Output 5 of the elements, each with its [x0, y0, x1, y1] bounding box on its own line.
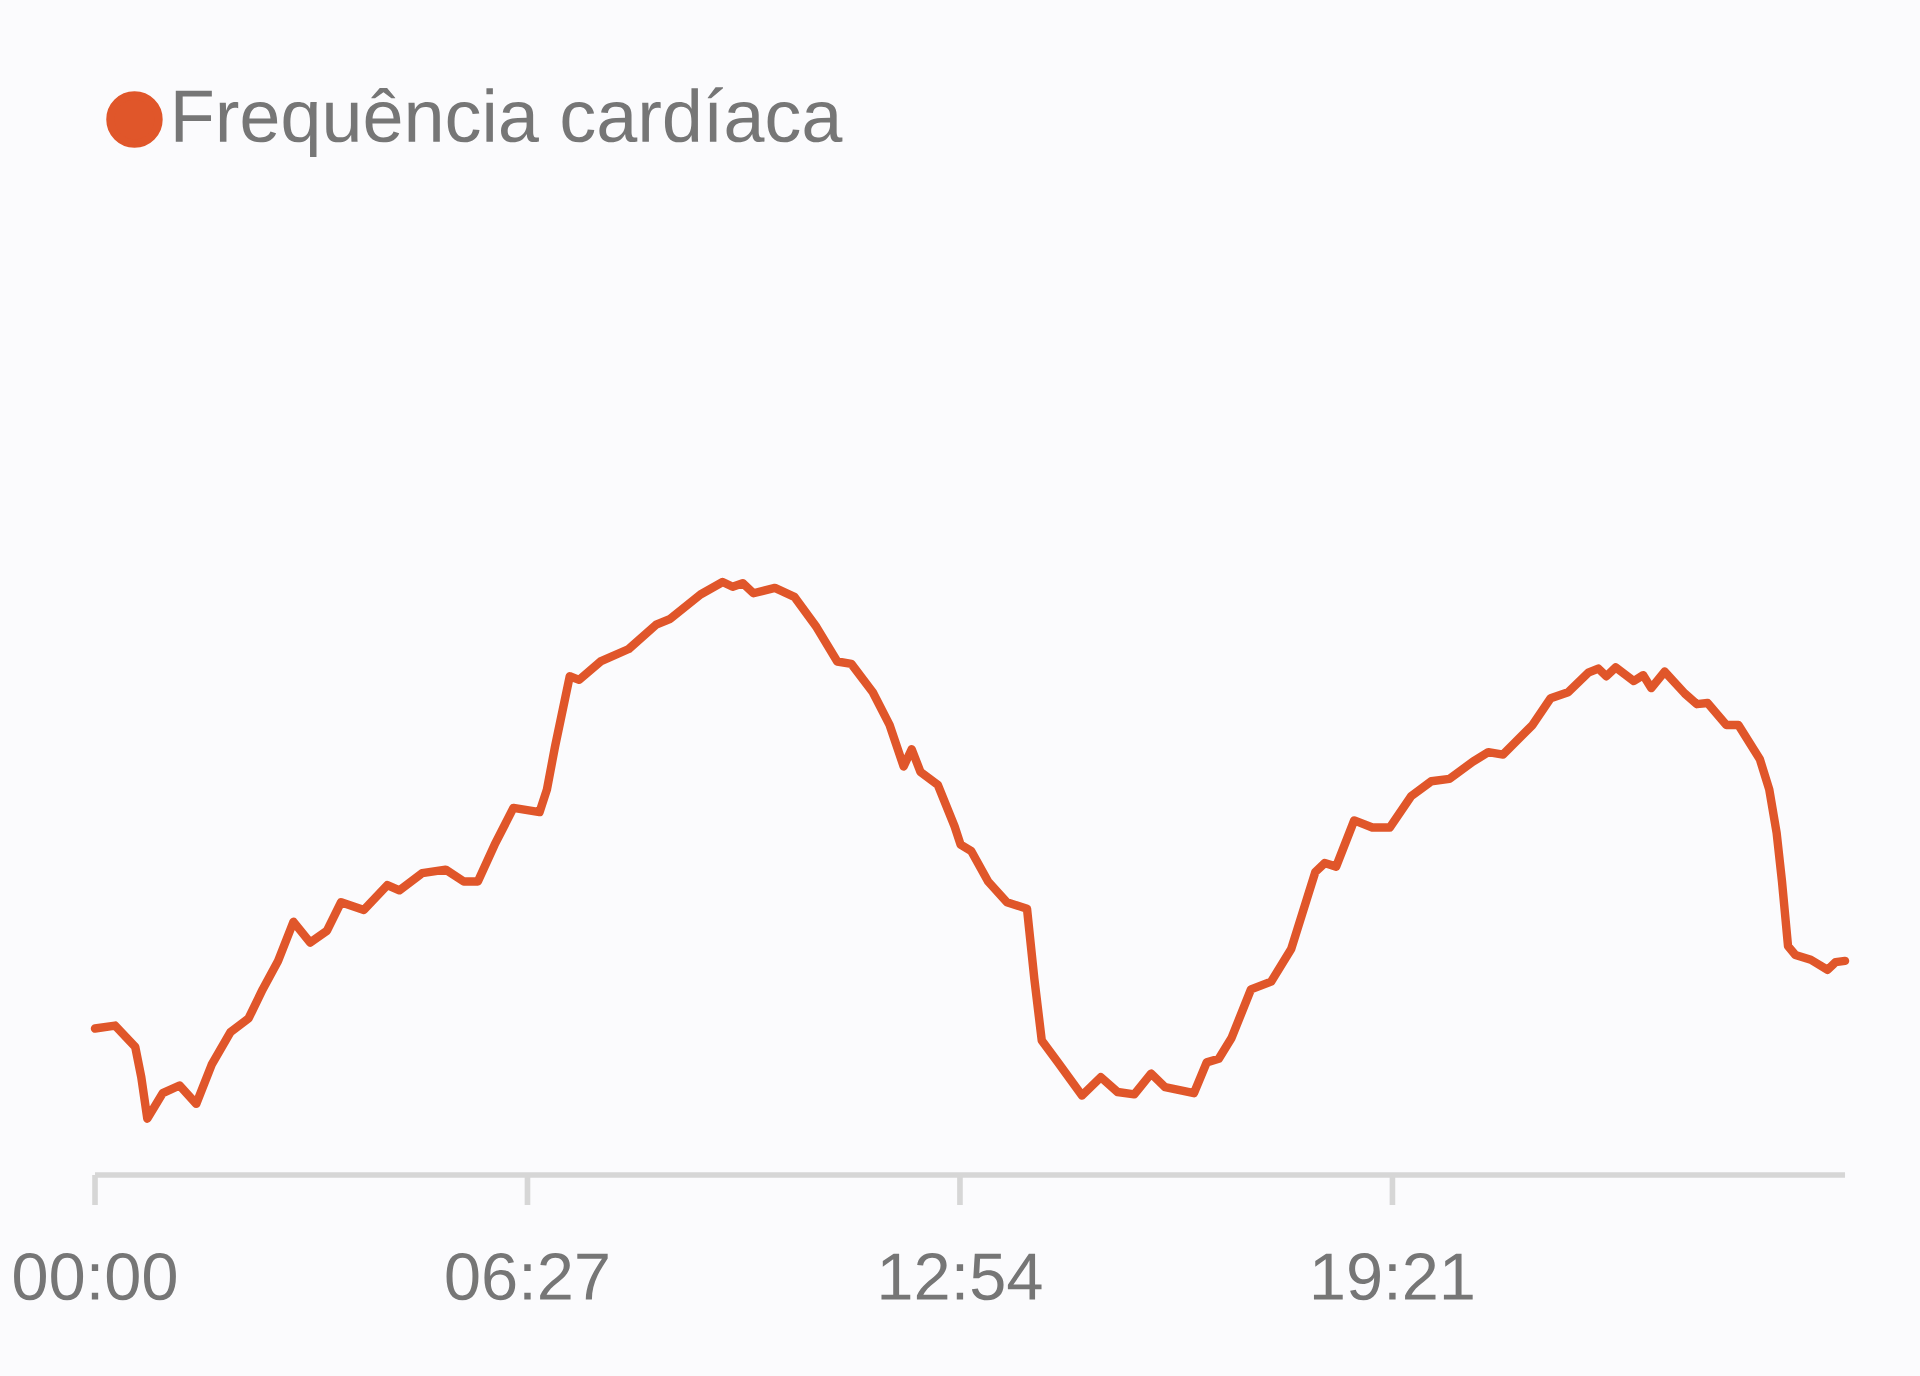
legend-label: Frequência cardíaca	[175, 87, 843, 157]
x-tick-label: 19:21	[1313, 1252, 1473, 1301]
x-tick-label: 00:00	[14, 1252, 176, 1301]
x-tick-label: 12:54	[881, 1252, 1042, 1301]
x-tick-label: 06:27	[446, 1252, 608, 1301]
